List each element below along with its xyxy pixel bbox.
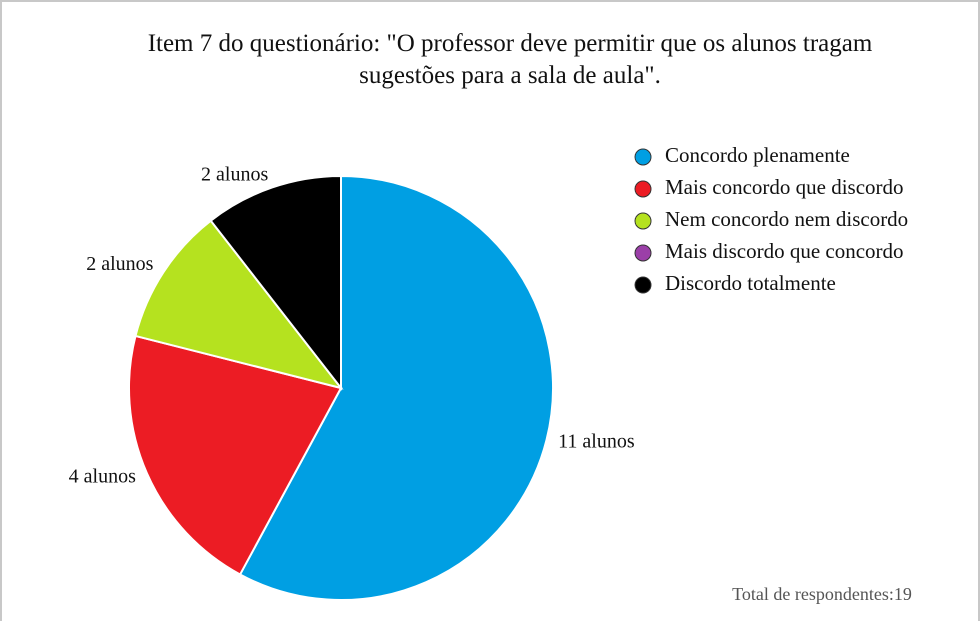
legend-label: Mais concordo que discordo — [665, 175, 904, 199]
data-label: 4 alunos — [69, 466, 136, 488]
pie-slice — [209, 174, 342, 391]
annotation: Total de respondentes:19 — [732, 584, 912, 604]
pie-slice — [238, 174, 554, 601]
legend-marker — [634, 244, 652, 262]
legend-marker — [634, 276, 652, 294]
pie-slice — [128, 334, 343, 576]
pie-slice — [134, 219, 344, 390]
legend-marker — [634, 212, 652, 230]
chart-title: Item 7 do questionário: "O professor dev… — [147, 30, 873, 89]
data-label: 11 alunos — [558, 431, 635, 453]
data-label: 2 alunos — [201, 164, 268, 186]
legend-label: Discordo totalmente — [665, 271, 836, 295]
data-label: 2 alunos — [86, 253, 153, 275]
legend-marker — [634, 148, 652, 166]
legend-label: Concordo plenamente — [665, 143, 850, 167]
legend-label: Mais discordo que concordo — [665, 239, 904, 263]
legend-label: Nem concordo nem discordo — [665, 207, 908, 231]
legend-marker — [634, 180, 652, 198]
